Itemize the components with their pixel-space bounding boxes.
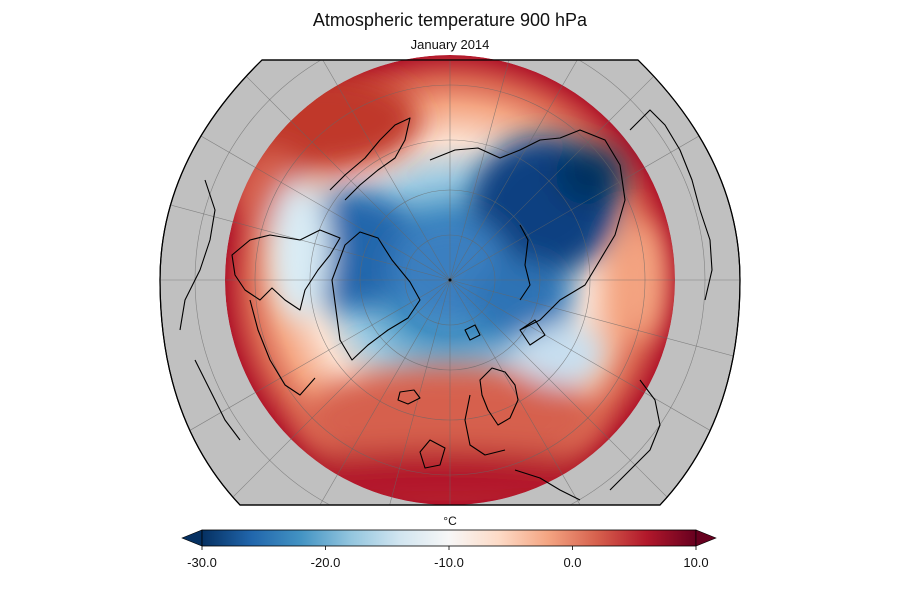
colorbar-unit-label: °C bbox=[443, 514, 457, 528]
map-border bbox=[159, 59, 741, 506]
colorbar-ramp bbox=[201, 529, 697, 547]
colorbar-tick-label: -20.0 bbox=[310, 555, 341, 570]
colorbar-max-extend-arrow bbox=[695, 529, 717, 547]
map-subtitle: January 2014 bbox=[410, 37, 490, 52]
colorbar-min-extend-arrow bbox=[181, 529, 203, 547]
colorbar-tick-marks bbox=[201, 546, 697, 550]
colorbar-tick-label: 0.0 bbox=[563, 555, 582, 570]
colorbar-tick-label: -30.0 bbox=[187, 555, 217, 570]
graticule bbox=[160, 60, 740, 505]
north-pole-marker bbox=[448, 278, 452, 282]
coastlines bbox=[179, 109, 713, 501]
colorbar-tick-label: -10.0 bbox=[434, 555, 464, 570]
map-title: Atmospheric temperature 900 hPa bbox=[312, 10, 588, 30]
colorbar-tick-label: 10.0 bbox=[683, 555, 709, 570]
